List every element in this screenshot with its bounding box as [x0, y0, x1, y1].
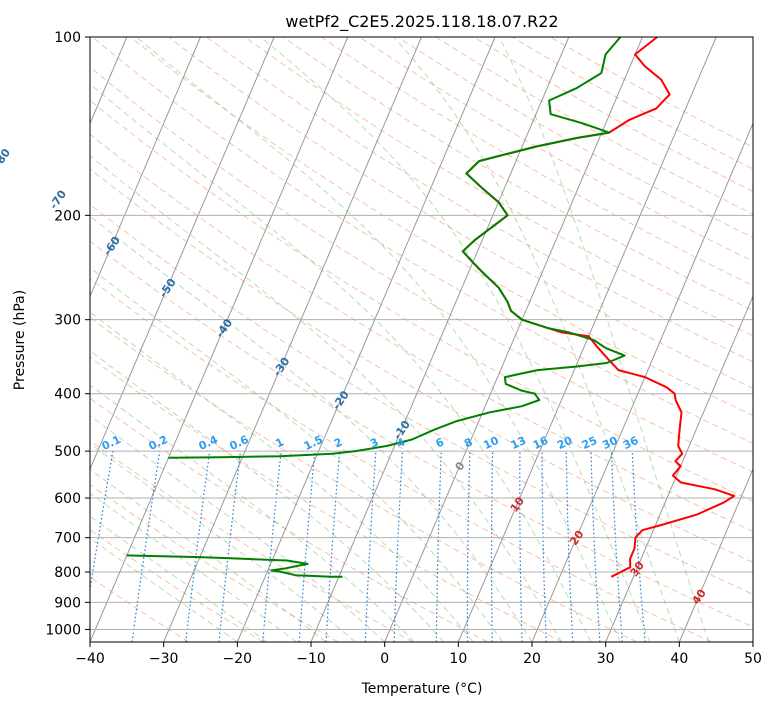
moist-adiabat [90, 415, 386, 642]
x-tick-label: −20 [223, 651, 253, 667]
dry-adiabat [282, 37, 753, 312]
mixing-ratio-line [262, 451, 282, 642]
dewpoint-profile [126, 37, 626, 578]
isotherm-line [457, 37, 717, 642]
x-tick-label: −30 [149, 651, 179, 667]
y-tick-label: 900 [54, 595, 81, 611]
mixing-ratio-line [218, 451, 242, 642]
x-tick-label: −10 [296, 651, 326, 667]
x-tick-label: 10 [449, 651, 467, 667]
moist-adiabat [90, 442, 356, 642]
dry-adiabat [168, 37, 753, 389]
mixing-ratio-label: 16 [531, 434, 551, 452]
y-tick-label: 400 [54, 387, 81, 403]
moist-adiabat [393, 37, 680, 642]
dry-adiabat [90, 316, 638, 642]
dry-adiabat [90, 356, 563, 642]
y-tick-label: 1000 [45, 622, 81, 638]
mixing-ratio-label: 36 [621, 434, 641, 452]
mixing-ratio-label: 20 [555, 434, 575, 452]
isotherm-line [90, 37, 201, 298]
x-tick-label: 20 [523, 651, 541, 667]
moist-adiabat [135, 37, 621, 642]
y-tick-label: 700 [54, 531, 81, 547]
plot-frame [89, 36, 754, 643]
y-tick-label: 500 [54, 444, 81, 460]
pressure-gridlines [90, 37, 753, 630]
y-tick-label: 600 [54, 491, 81, 507]
x-tick-label: 0 [380, 651, 389, 667]
moist-adiabat [90, 350, 444, 642]
x-axis-label: Temperature (°C) [361, 681, 483, 697]
moist-adiabat [90, 215, 533, 642]
mixing-ratio-line [185, 451, 211, 642]
isotherm-line [90, 37, 349, 642]
mixing-ratio-line [631, 451, 646, 642]
dry-adiabat [90, 483, 339, 642]
chart-title: wetPf2_C2E5.2025.118.18.07.R22 [285, 12, 558, 32]
moist-adiabat [90, 311, 474, 642]
moist-adiabat [498, 37, 710, 642]
mixing-ratio-line [298, 451, 316, 642]
isotherm-line [678, 467, 753, 642]
isotherm-line [531, 122, 753, 642]
x-tick-label: −40 [75, 651, 105, 667]
mixing-ratio-label: 10 [481, 434, 501, 452]
isotherm-line [90, 37, 275, 471]
x-tick-label: 30 [597, 651, 615, 667]
moist-adiabat [90, 537, 238, 642]
x-tick-label: 40 [670, 651, 688, 667]
moist-adiabat [90, 468, 327, 642]
isotherm-line [163, 37, 422, 642]
y-tick-label: 800 [54, 565, 81, 581]
x-tick-label: 50 [744, 651, 762, 667]
moist-adiabat [260, 37, 651, 642]
mixing-ratio-line [90, 450, 114, 594]
isotherm-line [236, 37, 496, 642]
y-axis: 100 200 300 400 500 600 700 800 900 1000 [45, 30, 90, 638]
isotherm-line [605, 295, 753, 642]
mixing-ratio-line [131, 451, 161, 642]
mixing-ratio-label: 25 [580, 434, 599, 452]
background-lines [90, 37, 753, 642]
dry-adiabat [90, 203, 753, 595]
dry-adiabat [90, 240, 753, 628]
dry-adiabat [244, 37, 753, 337]
x-axis: −40 −30 −20 −10 0 10 20 30 40 50 [75, 642, 762, 667]
mixing-ratio-label: 13 [509, 434, 528, 452]
y-tick-label: 100 [54, 30, 81, 46]
isotherm-line [384, 37, 643, 642]
moist-adiabat [90, 155, 562, 642]
moist-adiabat [90, 384, 415, 642]
dry-adiabat [90, 99, 753, 502]
isotherm-line [310, 37, 570, 642]
dry-adiabat [130, 37, 753, 417]
sounding-series [126, 37, 736, 578]
dry-adiabat [90, 529, 264, 642]
dry-adiabat [91, 37, 753, 445]
y-tick-label: 300 [54, 313, 81, 329]
y-tick-label: 200 [54, 208, 81, 224]
y-axis-label: Pressure (hPa) [12, 290, 28, 390]
mixing-ratio-label: 30 [600, 434, 620, 452]
dry-adiabat [90, 278, 712, 642]
